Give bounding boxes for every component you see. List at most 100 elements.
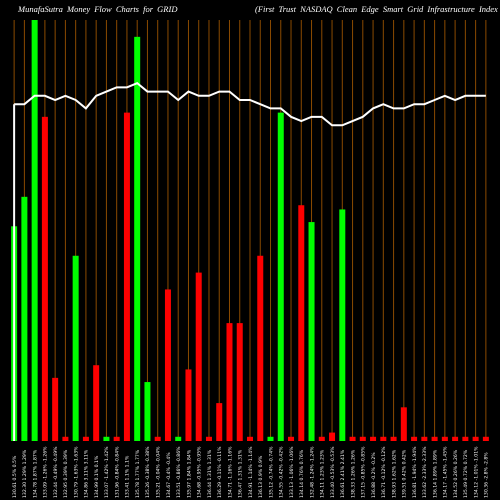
bar-down xyxy=(349,436,356,441)
x-tick-label: 134.11 1.23% 1.23% xyxy=(320,449,326,498)
bar-down xyxy=(52,377,59,441)
bar-down xyxy=(216,403,223,441)
bar-down xyxy=(380,436,387,441)
x-tick-label: 133.13 -1.06% -1.06% xyxy=(289,446,295,498)
x-tick-label: 136.29 -0.11% -0.11% xyxy=(217,446,223,498)
bar-down xyxy=(113,436,120,441)
x-tick-label: 136.47 1.31% 1.31% xyxy=(238,449,244,498)
x-tick-label: 134.52 0.26% 0.26% xyxy=(453,449,459,498)
x-tick-label: 135.12 -0.74% -0.74% xyxy=(268,446,274,498)
bar-down xyxy=(93,365,100,441)
bar-up xyxy=(72,255,79,441)
bar-down xyxy=(441,436,448,441)
x-tick-label: 136.81 -1.94% -1.94% xyxy=(412,446,418,498)
x-tick-label: 133.41 1.1% 1.1% xyxy=(125,455,131,498)
bar-up xyxy=(21,196,28,441)
bar-up xyxy=(103,436,110,441)
bar-down xyxy=(298,205,305,441)
x-tick-label: 134.78 1.87% 1.87% xyxy=(32,449,38,498)
x-tick-label: 134.55 -0.42% -0.42% xyxy=(279,446,285,498)
chart-title: MunafaSutra Money Flow Charts for GRID xyxy=(18,4,178,14)
bar-down xyxy=(123,112,130,442)
bar-down xyxy=(318,436,325,441)
x-tick-label: 135.97 1.84% 1.84% xyxy=(186,449,192,498)
x-tick-label: 132.48 -1.24% -1.24% xyxy=(309,446,315,498)
chart-subtitle: (First Trust NASDAQ Clean Edge Smart Gri… xyxy=(255,4,500,14)
x-tick-label: 136.71 -0.12% -0.12% xyxy=(381,446,387,498)
x-tick-label: 134.99 0.1% 0.1% xyxy=(94,455,100,498)
x-tick-label: 134.91 -1.14% -1.14% xyxy=(248,446,254,498)
x-tick-label: 136.61 2.41% 2.41% xyxy=(340,449,346,498)
x-tick-label: 139.51 0.42% 0.42% xyxy=(402,449,408,498)
x-tick-label: 133.09 -1.26% -1.26% xyxy=(43,446,49,498)
bar-down xyxy=(329,432,336,441)
bar-down xyxy=(390,436,397,441)
x-tick-label: 134.14 0.76% 0.76% xyxy=(299,449,305,498)
price-line xyxy=(13,81,486,441)
bar-down xyxy=(452,436,459,441)
bar-down xyxy=(431,436,438,441)
x-tick-label: 136.14 1.89% 1.89% xyxy=(432,449,438,498)
x-tick-label: 133.07 -1.42% -1.42% xyxy=(104,446,110,498)
bar-down xyxy=(462,436,469,441)
x-tick-label: 135.49 0.72% 0.72% xyxy=(463,449,469,498)
x-tick-label: 133.51 -0.86% -0.86% xyxy=(176,446,182,498)
bar-down xyxy=(359,436,366,441)
bar-down xyxy=(226,323,233,441)
x-tick-label: 138.33 1.26% 1.26% xyxy=(350,449,356,498)
x-tick-label: 136.13 0.9% 0.9% xyxy=(258,455,264,498)
x-tick-label: 136.44 1.31% 1.31% xyxy=(207,449,213,498)
x-tick-labels: 130.61 0.5% 0.5% 132.30 1.29% 1.29% 134.78… xyxy=(12,446,490,498)
bar-down xyxy=(257,255,264,441)
x-tick-label: 138.93 1.62% 1.62% xyxy=(391,449,397,498)
bar-down xyxy=(421,436,428,441)
bar-down xyxy=(164,289,171,441)
x-tick-label: 137.15 -0.85% -0.85% xyxy=(361,446,367,498)
bar-down xyxy=(154,436,161,441)
bar-up xyxy=(308,222,315,441)
x-tick-label: 134.17 -1.45% -1.45% xyxy=(443,446,449,498)
bar-down xyxy=(236,323,243,441)
bar-down xyxy=(370,436,377,441)
bar-up xyxy=(277,112,284,442)
bar-up xyxy=(31,20,38,441)
x-tick-label: 130.79 -1.63% -1.63% xyxy=(73,446,79,498)
x-tick-label: 130.36 -2.8% -2.8% xyxy=(484,452,490,498)
x-tick-label: 132.30 1.29% 1.29% xyxy=(22,449,28,498)
grid-lines xyxy=(13,20,487,441)
bar-down xyxy=(472,436,479,441)
x-tick-label: 134.12 -1.01% -1.01% xyxy=(473,446,479,498)
x-tick-label: 135.26 -0.38% -0.38% xyxy=(145,446,151,498)
bar-down xyxy=(62,436,69,441)
bar-down xyxy=(288,436,295,441)
bar-down xyxy=(205,436,212,441)
bar-down xyxy=(482,436,489,441)
bar-down xyxy=(41,116,48,441)
bar-up xyxy=(134,36,141,442)
x-tick-label: 132.44 -0.49% -0.49% xyxy=(53,446,59,498)
price-line-path xyxy=(14,81,486,127)
bar-up xyxy=(339,209,346,441)
bar-down xyxy=(82,436,89,441)
x-tick-label: 130.61 0.5% 0.5% xyxy=(12,455,18,498)
bar-down xyxy=(195,272,202,441)
bar-down xyxy=(411,436,418,441)
x-tick-label: 133.40 -0.53% -0.53% xyxy=(330,446,336,498)
bar-up xyxy=(175,436,182,441)
x-tick-label: 134.71 -1.16% -1.16% xyxy=(227,446,233,498)
bar-down xyxy=(247,436,253,441)
bar-down xyxy=(400,407,407,441)
bar-up xyxy=(144,382,151,441)
x-tick-label: 131.96 -0.84% -0.84% xyxy=(114,446,120,498)
x-tick-label: 136.88 -0.2% -0.2% xyxy=(371,452,377,498)
x-tick-label: 135.21 -0.04% -0.04% xyxy=(156,446,162,498)
x-tick-label: 134.68 -0.95% -0.95% xyxy=(197,446,203,498)
x-tick-label: 135.78 1.77% 1.77% xyxy=(135,449,141,498)
bar-down xyxy=(185,369,192,441)
x-tick-label: 133.62 -2.33% -2.33% xyxy=(422,446,428,498)
bar-up xyxy=(267,436,274,441)
x-tick-label: 134.67 -0.4% -0.4% xyxy=(166,452,172,498)
x-tick-label: 132.95 0.39% 0.39% xyxy=(63,449,69,498)
